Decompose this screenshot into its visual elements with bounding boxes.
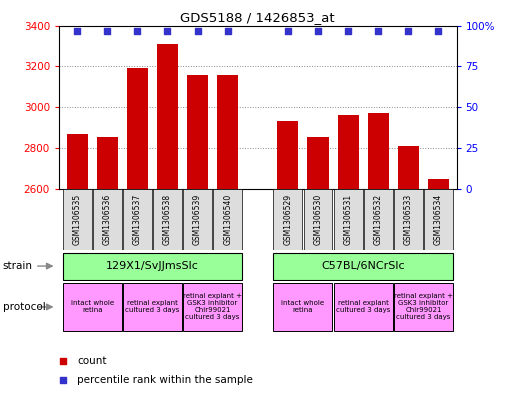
Text: GSM1306531: GSM1306531 — [344, 193, 352, 245]
FancyBboxPatch shape — [123, 189, 152, 250]
FancyBboxPatch shape — [63, 283, 122, 331]
Text: retinal explant +
GSK3 inhibitor
Chir99021
cultured 3 days: retinal explant + GSK3 inhibitor Chir990… — [183, 294, 242, 320]
FancyBboxPatch shape — [273, 283, 332, 331]
Text: GSM1306535: GSM1306535 — [72, 193, 82, 245]
Text: GSM1306539: GSM1306539 — [193, 193, 202, 245]
Point — [73, 28, 81, 35]
Text: GSM1306530: GSM1306530 — [313, 193, 323, 245]
Point — [290, 288, 298, 294]
Text: intact whole
retina: intact whole retina — [282, 300, 325, 314]
Point — [193, 28, 202, 35]
FancyBboxPatch shape — [394, 189, 423, 250]
Text: GSM1306537: GSM1306537 — [133, 193, 142, 245]
FancyBboxPatch shape — [364, 189, 393, 250]
Point — [163, 28, 171, 35]
FancyBboxPatch shape — [123, 283, 182, 331]
FancyBboxPatch shape — [213, 189, 242, 250]
Title: GDS5188 / 1426853_at: GDS5188 / 1426853_at — [181, 11, 335, 24]
FancyBboxPatch shape — [273, 189, 302, 250]
Point — [435, 28, 443, 35]
FancyBboxPatch shape — [304, 189, 332, 250]
Bar — [157, 44, 178, 189]
FancyBboxPatch shape — [153, 189, 182, 250]
FancyBboxPatch shape — [183, 189, 212, 250]
Point — [133, 28, 142, 35]
FancyBboxPatch shape — [183, 283, 242, 331]
Text: percentile rank within the sample: percentile rank within the sample — [77, 375, 253, 386]
Bar — [96, 137, 117, 189]
Bar — [428, 180, 449, 189]
Text: intact whole
retina: intact whole retina — [71, 300, 114, 314]
Text: protocol: protocol — [3, 302, 45, 312]
Bar — [217, 75, 238, 189]
Bar — [368, 113, 389, 189]
Point — [404, 28, 412, 35]
Text: GSM1306540: GSM1306540 — [223, 193, 232, 245]
Text: retinal explant
cultured 3 days: retinal explant cultured 3 days — [336, 300, 390, 314]
Point — [314, 28, 322, 35]
Text: GSM1306538: GSM1306538 — [163, 193, 172, 245]
Point — [374, 28, 382, 35]
Text: retinal explant +
GSK3 inhibitor
Chir99021
cultured 3 days: retinal explant + GSK3 inhibitor Chir990… — [394, 294, 453, 320]
Text: strain: strain — [3, 261, 32, 272]
Text: GSM1306532: GSM1306532 — [374, 193, 383, 245]
Text: C57BL/6NCrSlc: C57BL/6NCrSlc — [321, 261, 405, 271]
Text: count: count — [77, 356, 106, 366]
Bar — [307, 137, 328, 189]
Bar — [338, 115, 359, 189]
FancyBboxPatch shape — [273, 253, 453, 279]
Point — [224, 28, 232, 35]
Text: GSM1306529: GSM1306529 — [283, 193, 292, 245]
Point — [284, 28, 292, 35]
FancyBboxPatch shape — [333, 283, 393, 331]
Text: GSM1306533: GSM1306533 — [404, 193, 413, 245]
FancyBboxPatch shape — [424, 189, 453, 250]
FancyBboxPatch shape — [333, 189, 363, 250]
Text: retinal explant
cultured 3 days: retinal explant cultured 3 days — [125, 300, 180, 314]
Text: GSM1306534: GSM1306534 — [434, 193, 443, 245]
FancyBboxPatch shape — [63, 253, 242, 279]
Bar — [187, 75, 208, 189]
FancyBboxPatch shape — [394, 283, 453, 331]
Point — [290, 109, 298, 115]
Text: GSM1306536: GSM1306536 — [103, 193, 112, 245]
Text: 129X1/SvJJmsSlc: 129X1/SvJJmsSlc — [106, 261, 199, 271]
Point — [344, 28, 352, 35]
Bar — [278, 121, 299, 189]
Bar — [398, 146, 419, 189]
Bar — [67, 134, 88, 189]
FancyBboxPatch shape — [93, 189, 122, 250]
Bar — [127, 68, 148, 189]
Point — [103, 28, 111, 35]
FancyBboxPatch shape — [63, 189, 91, 250]
